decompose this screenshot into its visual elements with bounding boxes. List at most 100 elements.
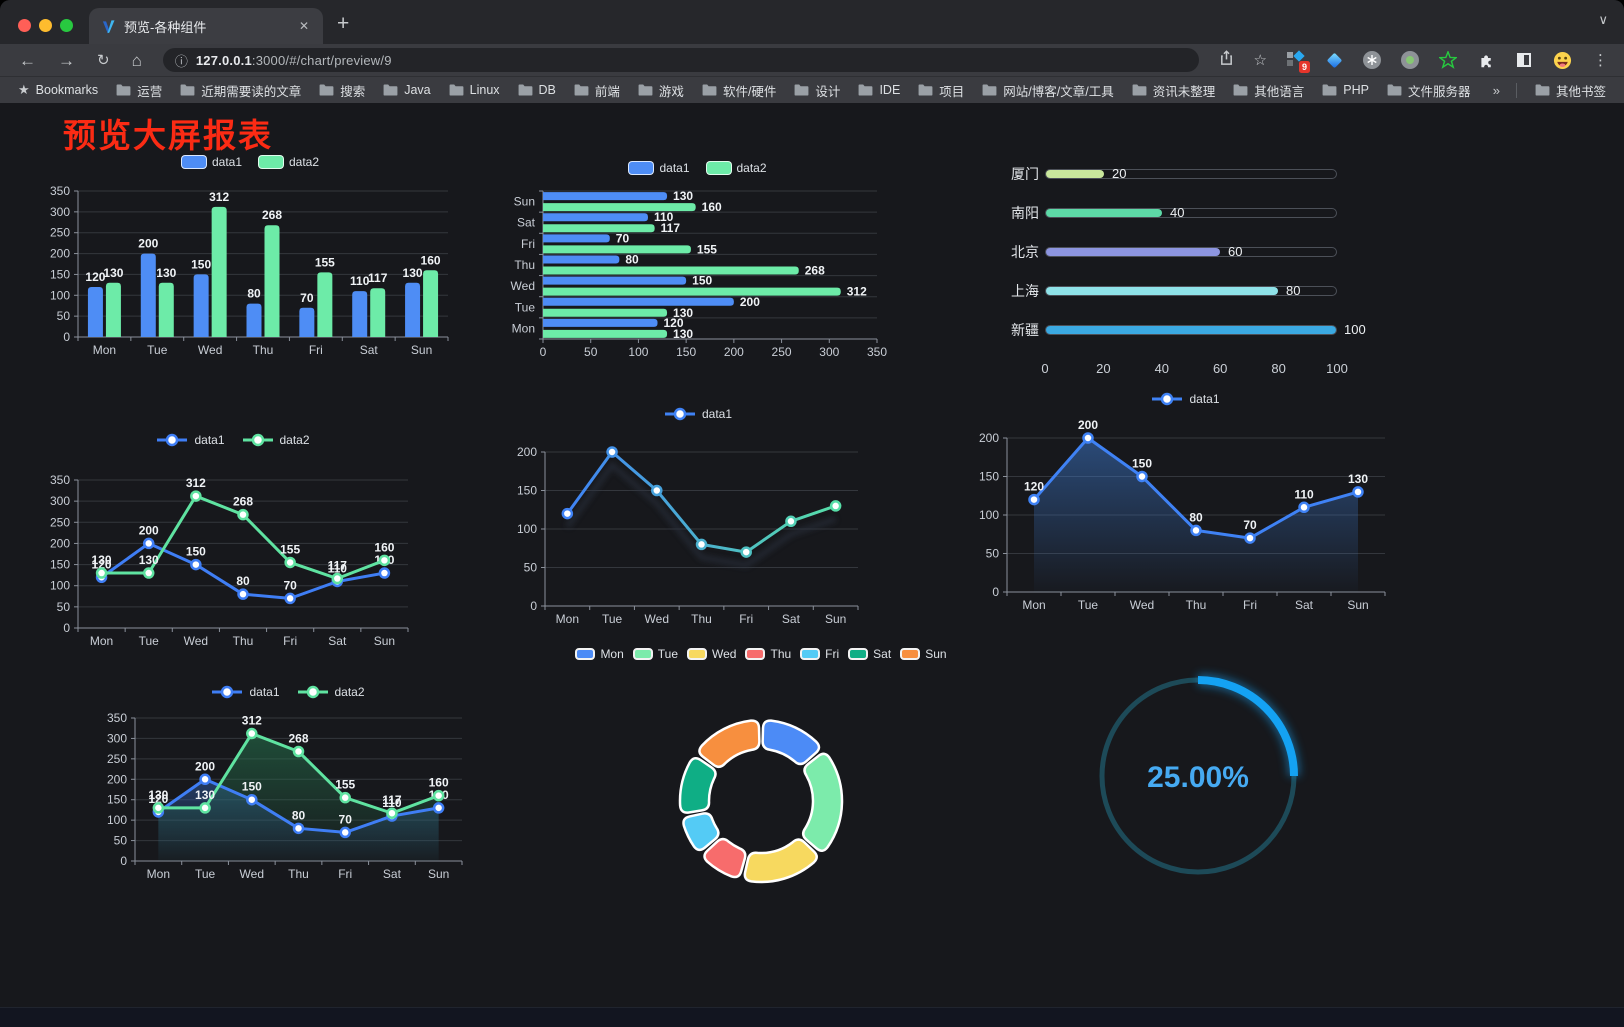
svg-text:Thu: Thu [1186,598,1207,612]
extensions-puzzle-icon[interactable] [1476,50,1496,70]
tab-strip: 预览-各种组件 ✕ + ∨ [0,0,1624,44]
legend-item[interactable]: data2 [241,433,310,447]
progress-axis: 0 20 40 60 80 100 [1041,361,1347,377]
bookmark-folder[interactable]: DB [510,80,564,100]
svg-text:Sat: Sat [383,867,402,881]
legend-item[interactable]: Fri [800,647,839,661]
bookmark-folder[interactable]: Linux [441,80,508,100]
bookmarks-overflow-chevron[interactable]: » [1492,82,1500,98]
bookmark-folder[interactable]: Java [375,80,438,100]
tab-search-chevron-icon[interactable]: ∨ [1598,12,1608,27]
bookmark-folder[interactable]: 游戏 [630,78,692,103]
extension-grid-icon[interactable]: 9 [1286,50,1310,73]
bookmark-folder[interactable]: 软件/硬件 [694,78,784,103]
tab-favicon [102,19,115,33]
legend-item[interactable]: Thu [745,647,791,661]
legend-item[interactable]: Tue [632,647,678,661]
bookmark-folder[interactable]: IDE [850,80,908,100]
browser-tab[interactable]: 预览-各种组件 ✕ [89,8,323,44]
bookmark-folder[interactable]: 文件服务器 [1379,78,1479,103]
svg-text:Sun: Sun [514,195,535,209]
svg-text:200: 200 [50,536,70,550]
svg-text:70: 70 [339,812,353,826]
zoom-window-button[interactable] [60,19,73,32]
legend-item[interactable]: data2 [296,685,365,699]
bookmark-folder[interactable]: 网站/博客/文章/工具 [974,78,1121,103]
reload-button[interactable]: ↻ [97,51,110,69]
progress-row: 上海 80 [995,281,1375,301]
address-bar[interactable]: ⓘ 127.0.0.1:3000/#/chart/preview/9 [162,48,1199,72]
extension-kite-icon[interactable] [1324,50,1344,70]
svg-text:200: 200 [979,431,999,445]
progress-value: 40 [1170,205,1185,220]
legend-item[interactable]: data1 [663,407,732,421]
legend-item[interactable]: Sun [900,647,947,661]
svg-text:Thu: Thu [253,343,274,357]
svg-text:250: 250 [107,752,127,766]
svg-text:Fri: Fri [739,612,753,626]
other-bookmarks[interactable]: 其他书签 [1527,78,1614,103]
tab-title: 预览-各种组件 [124,19,207,35]
svg-text:160: 160 [421,253,441,267]
legend-label: data2 [279,433,310,447]
svg-text:50: 50 [114,834,128,848]
legend-label: data1 [1189,392,1220,406]
extension-asterisk-icon[interactable] [1362,50,1382,70]
legend-item[interactable]: data1 [155,433,225,447]
new-tab-button[interactable]: + [337,12,350,35]
svg-text:312: 312 [242,714,262,728]
bookmark-folder[interactable]: 项目 [910,78,972,103]
folder-icon [116,84,131,96]
svg-text:0: 0 [530,599,537,613]
legend-item[interactable]: data1 [210,685,280,699]
bookmark-folder[interactable]: 运营 [108,78,170,103]
bookmark-folder[interactable]: 其他语言 [1225,78,1312,103]
bookmark-folder[interactable]: 资讯未整理 [1124,78,1224,103]
legend-swatch [800,648,821,660]
legend-item[interactable]: data2 [705,161,767,175]
bookmark-folder[interactable]: PHP [1314,80,1377,100]
bookmark-folder[interactable]: 搜索 [311,78,373,103]
legend-item[interactable]: data1 [180,155,242,169]
site-info-icon[interactable]: ⓘ [174,53,188,69]
legend-label: data1 [249,685,280,699]
svg-text:110: 110 [328,561,348,575]
svg-text:200: 200 [139,523,159,537]
svg-text:Fri: Fri [521,237,535,251]
bookmarks-manager[interactable]: ★ Bookmarks [10,79,106,101]
bookmark-folder-label: 网站/博客/文章/工具 [1003,84,1114,99]
back-button[interactable]: ← [19,50,36,70]
bookmark-folder[interactable]: 前端 [566,78,628,103]
progress-bars-panel: 厦门 20 南阳 40 北京 60 上海 80 新疆 100 0 20 40 60 80 100 [995,158,1375,393]
axis-tick-label: 40 [1154,361,1170,376]
browser-menu-icon[interactable]: ⋮ [1593,52,1608,69]
dark-mode-extension-icon[interactable] [1514,50,1534,70]
svg-text:100: 100 [107,813,127,827]
svg-text:268: 268 [262,208,282,222]
share-icon[interactable] [1213,50,1240,70]
legend-item[interactable]: Sat [848,647,891,661]
bookmark-folder[interactable]: 近期需要读的文章 [172,78,309,103]
legend-item[interactable]: data2 [258,155,319,169]
progress-fill [1046,287,1278,295]
legend-item[interactable]: data1 [1150,392,1220,406]
forward-button[interactable]: → [58,50,75,70]
tab-close-icon[interactable]: ✕ [298,19,309,33]
bookmark-folder-label: 其他语言 [1254,84,1305,99]
legend-item[interactable]: data1 [628,161,690,175]
folder-icon [982,84,997,96]
home-button[interactable]: ⌂ [131,50,142,70]
legend-item[interactable]: Wed [687,647,736,661]
emoji-extension-icon[interactable] [1552,50,1572,70]
bookmark-folder[interactable]: 设计 [786,78,848,103]
extension-star-icon[interactable] [1438,50,1458,70]
url-path: :3000/#/chart/preview/9 [251,52,392,68]
minimize-window-button[interactable] [39,19,52,32]
bookmark-star-icon[interactable]: ☆ [1253,52,1267,69]
close-window-button[interactable] [18,19,31,32]
extension-dot-icon[interactable] [1400,50,1420,70]
svg-text:200: 200 [107,772,127,786]
svg-text:100: 100 [50,579,70,593]
legend-item[interactable]: Mon [575,647,624,661]
